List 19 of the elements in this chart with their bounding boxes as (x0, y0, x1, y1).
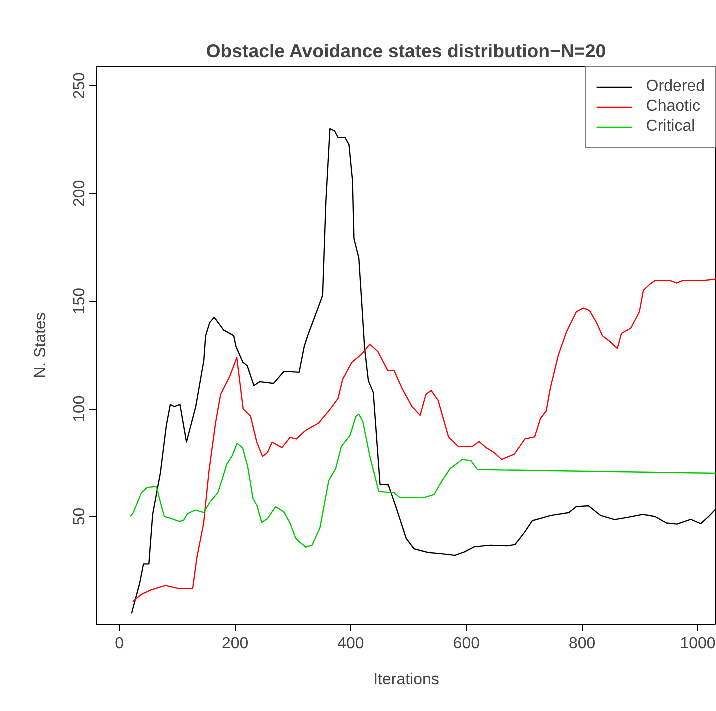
y-tick-label: 200 (72, 180, 88, 207)
legend-label: Ordered (646, 78, 705, 96)
x-tick-label: 1000 (680, 636, 716, 652)
legend-label: Critical (646, 118, 696, 136)
y-tick-label: 250 (72, 72, 88, 100)
chart-title: Obstacle Avoidance states distribution−N=20 (206, 40, 606, 62)
x-tick-label: 200 (222, 636, 249, 652)
line-series (132, 278, 716, 602)
x-tick-label: 0 (115, 636, 124, 652)
y-tick-label: 150 (72, 288, 88, 315)
x-axis-title: Iterations (374, 672, 440, 688)
x-tick-label: 600 (453, 636, 480, 652)
x-tick-label: 800 (568, 636, 596, 652)
line-series (130, 414, 716, 548)
y-tick-label: 50 (72, 508, 88, 526)
y-axis-title: N. States (32, 312, 50, 378)
y-tick-label: 100 (72, 396, 88, 422)
x-tick-label: 400 (338, 636, 364, 652)
legend-label: Chaotic (646, 98, 701, 116)
